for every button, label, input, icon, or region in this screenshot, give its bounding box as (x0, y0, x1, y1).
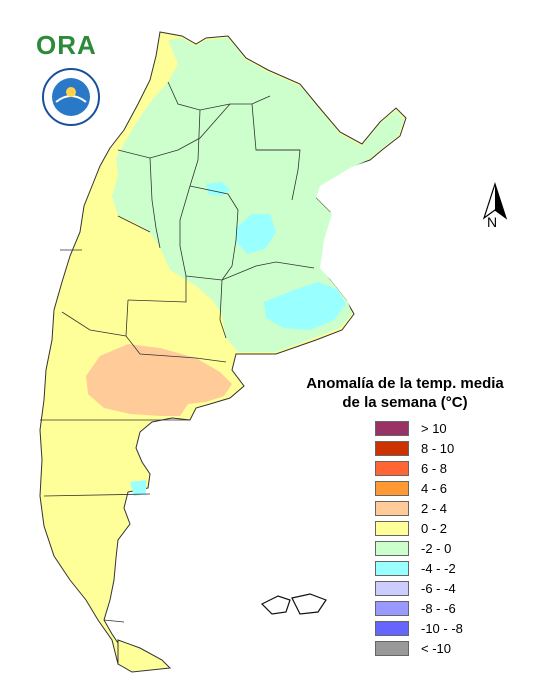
legend-item: -6 - -4 (375, 580, 456, 597)
zone-minus4-minus2-a (206, 182, 230, 196)
legend-item: 6 - 8 (375, 460, 447, 477)
north-label: N (487, 214, 498, 230)
tierra-del-fuego (117, 639, 172, 673)
legend-item: 8 - 10 (375, 440, 454, 457)
legend-label: -10 - -8 (421, 621, 463, 636)
smn-emblem-icon (42, 68, 100, 126)
legend-title-line1: Anomalía de la temp. media (306, 375, 504, 392)
legend-label: -6 - -4 (421, 581, 456, 596)
legend-swatch (375, 421, 409, 436)
zone-minus4-minus2-c (264, 282, 346, 330)
legend-item: -10 - -8 (375, 620, 463, 637)
legend-swatch (375, 521, 409, 536)
ora-logo: ORA (36, 30, 97, 60)
legend-item: 0 - 2 (375, 520, 447, 537)
legend-label: 6 - 8 (421, 461, 448, 476)
legend-item: < -10 (375, 640, 451, 657)
legend-swatch (375, 641, 409, 656)
legend-label: < -10 (421, 641, 451, 656)
province-borders (40, 81, 315, 623)
legend-label: -8 - -6 (421, 601, 456, 616)
legend-item: -8 - -6 (375, 600, 456, 617)
legend-swatch (375, 461, 409, 476)
legend-label: -4 - -2 (421, 561, 456, 576)
legend-label: > 10 (421, 421, 447, 436)
legend-swatch (375, 541, 409, 556)
legend-label: 2 - 4 (421, 501, 448, 516)
zone-minus4-minus2-b (236, 214, 276, 254)
north-arrow-icon (482, 182, 508, 220)
legend-swatch (375, 601, 409, 616)
legend-swatch (375, 441, 409, 456)
legend-item: 4 - 6 (375, 480, 447, 497)
legend-swatch (375, 581, 409, 596)
legend-item: -4 - -2 (375, 560, 456, 577)
legend-item: -2 - 0 (375, 540, 451, 557)
legend-swatch (375, 501, 409, 516)
legend-label: 0 - 2 (421, 521, 448, 536)
legend-label: 4 - 6 (421, 481, 448, 496)
zone-minus4-minus2-d (130, 480, 146, 496)
legend-item: > 10 (375, 420, 447, 437)
legend-label: 8 - 10 (421, 441, 455, 456)
legend-label: -2 - 0 (421, 541, 452, 556)
legend-title-line2: de la semana (°C) (342, 394, 468, 411)
legend-title: Anomalía de la temp. media de la semana … (280, 374, 530, 412)
zone-minus2-0 (112, 38, 404, 352)
legend-swatch (375, 481, 409, 496)
malvinas-islands (260, 593, 327, 615)
legend-item: 2 - 4 (375, 500, 447, 517)
legend-swatch (375, 561, 409, 576)
zone-2-4 (86, 344, 232, 416)
legend-swatch (375, 621, 409, 636)
